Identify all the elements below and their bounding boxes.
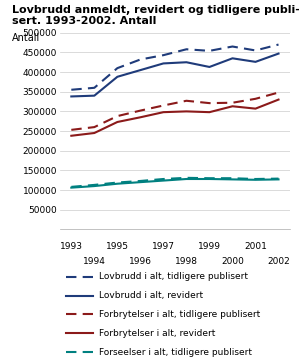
Text: Lovbrudd i alt, tidligere publisert: Lovbrudd i alt, tidligere publisert <box>99 272 248 281</box>
Text: 1998: 1998 <box>175 257 198 266</box>
Lovbrudd i alt, tidligere publisert <box>162 53 165 58</box>
Line: Forseelser i alt, revidert: Forseelser i alt, revidert <box>71 179 279 188</box>
Forbrytelser i alt, revidert <box>139 115 142 119</box>
Forseelser i alt, tidligere publisert <box>277 177 280 181</box>
Text: 2000: 2000 <box>221 257 244 266</box>
Forseelser i alt, revidert <box>139 180 142 184</box>
Lovbrudd i alt, tidligere publisert <box>208 49 211 53</box>
Forseelser i alt, revidert <box>185 177 188 181</box>
Text: Lovbrudd i alt, revidert: Lovbrudd i alt, revidert <box>99 291 203 300</box>
Text: 1999: 1999 <box>198 242 221 251</box>
Lovbrudd i alt, tidligere publisert <box>277 42 280 47</box>
Line: Lovbrudd i alt, tidligere publisert: Lovbrudd i alt, tidligere publisert <box>71 44 279 90</box>
Forseelser i alt, tidligere publisert <box>116 180 119 185</box>
Forseelser i alt, tidligere publisert <box>231 176 234 181</box>
Text: 2002: 2002 <box>267 257 290 266</box>
Text: 1993: 1993 <box>60 242 83 251</box>
Text: Forseelser i alt, tidligere publisert: Forseelser i alt, tidligere publisert <box>99 348 252 357</box>
Forbrytelser i alt, tidligere publisert <box>254 96 257 101</box>
Forbrytelser i alt, revidert <box>277 98 280 102</box>
Line: Forbrytelser i alt, tidligere publisert: Forbrytelser i alt, tidligere publisert <box>71 92 279 130</box>
Forbrytelser i alt, tidligere publisert <box>231 100 234 105</box>
Lovbrudd i alt, tidligere publisert <box>93 86 96 90</box>
Lovbrudd i alt, revidert <box>162 61 165 66</box>
Forseelser i alt, tidligere publisert <box>185 176 188 180</box>
Lovbrudd i alt, revidert <box>116 75 119 79</box>
Lovbrudd i alt, tidligere publisert <box>116 66 119 70</box>
Forbrytelser i alt, revidert <box>70 134 73 138</box>
Text: 1994: 1994 <box>83 257 106 266</box>
Forseelser i alt, revidert <box>208 177 211 181</box>
Forseelser i alt, tidligere publisert <box>139 179 142 183</box>
Forbrytelser i alt, revidert <box>162 110 165 114</box>
Line: Forbrytelser i alt, revidert: Forbrytelser i alt, revidert <box>71 100 279 136</box>
Forbrytelser i alt, tidligere publisert <box>70 128 73 132</box>
Forseelser i alt, tidligere publisert <box>254 177 257 181</box>
Forseelser i alt, revidert <box>231 177 234 182</box>
Forbrytelser i alt, revidert <box>208 110 211 114</box>
Forseelser i alt, revidert <box>254 178 257 182</box>
Forbrytelser i alt, revidert <box>185 109 188 114</box>
Lovbrudd i alt, revidert <box>185 60 188 64</box>
Line: Lovbrudd i alt, revidert: Lovbrudd i alt, revidert <box>71 54 279 96</box>
Lovbrudd i alt, revidert <box>208 65 211 69</box>
Forbrytelser i alt, tidligere publisert <box>185 99 188 103</box>
Text: sert. 1993-2002. Antall: sert. 1993-2002. Antall <box>12 16 156 26</box>
Forseelser i alt, revidert <box>70 186 73 190</box>
Lovbrudd i alt, revidert <box>70 94 73 99</box>
Lovbrudd i alt, tidligere publisert <box>254 48 257 53</box>
Forbrytelser i alt, tidligere publisert <box>162 103 165 108</box>
Text: 2001: 2001 <box>244 242 267 251</box>
Text: Forbrytelser i alt, tidligere publisert: Forbrytelser i alt, tidligere publisert <box>99 310 260 319</box>
Text: Lovbrudd anmeldt, revidert og tidligere publi-: Lovbrudd anmeldt, revidert og tidligere … <box>12 5 299 15</box>
Text: 1995: 1995 <box>106 242 129 251</box>
Forbrytelser i alt, revidert <box>254 106 257 111</box>
Forbrytelser i alt, revidert <box>93 131 96 135</box>
Forbrytelser i alt, tidligere publisert <box>277 90 280 95</box>
Forseelser i alt, tidligere publisert <box>208 176 211 181</box>
Lovbrudd i alt, tidligere publisert <box>231 44 234 49</box>
Lovbrudd i alt, revidert <box>277 51 280 56</box>
Text: Antall: Antall <box>12 33 40 43</box>
Lovbrudd i alt, revidert <box>231 56 234 60</box>
Forbrytelser i alt, tidligere publisert <box>139 108 142 113</box>
Forseelser i alt, revidert <box>93 184 96 188</box>
Text: Forbrytelser i alt, revidert: Forbrytelser i alt, revidert <box>99 329 215 338</box>
Line: Forseelser i alt, tidligere publisert: Forseelser i alt, tidligere publisert <box>71 178 279 187</box>
Forbrytelser i alt, tidligere publisert <box>116 114 119 118</box>
Lovbrudd i alt, revidert <box>139 68 142 72</box>
Forseelser i alt, revidert <box>116 182 119 186</box>
Lovbrudd i alt, revidert <box>93 94 96 98</box>
Forseelser i alt, revidert <box>162 178 165 183</box>
Forseelser i alt, tidligere publisert <box>70 185 73 189</box>
Forseelser i alt, tidligere publisert <box>162 177 165 181</box>
Lovbrudd i alt, tidligere publisert <box>185 47 188 51</box>
Forbrytelser i alt, tidligere publisert <box>93 125 96 129</box>
Lovbrudd i alt, revidert <box>254 60 257 64</box>
Lovbrudd i alt, tidligere publisert <box>139 57 142 62</box>
Forseelser i alt, tidligere publisert <box>93 183 96 187</box>
Forseelser i alt, revidert <box>277 177 280 182</box>
Lovbrudd i alt, tidligere publisert <box>70 88 73 92</box>
Text: 1996: 1996 <box>129 257 152 266</box>
Forbrytelser i alt, tidligere publisert <box>208 101 211 105</box>
Forbrytelser i alt, revidert <box>116 120 119 124</box>
Text: 1997: 1997 <box>152 242 175 251</box>
Forbrytelser i alt, revidert <box>231 104 234 108</box>
